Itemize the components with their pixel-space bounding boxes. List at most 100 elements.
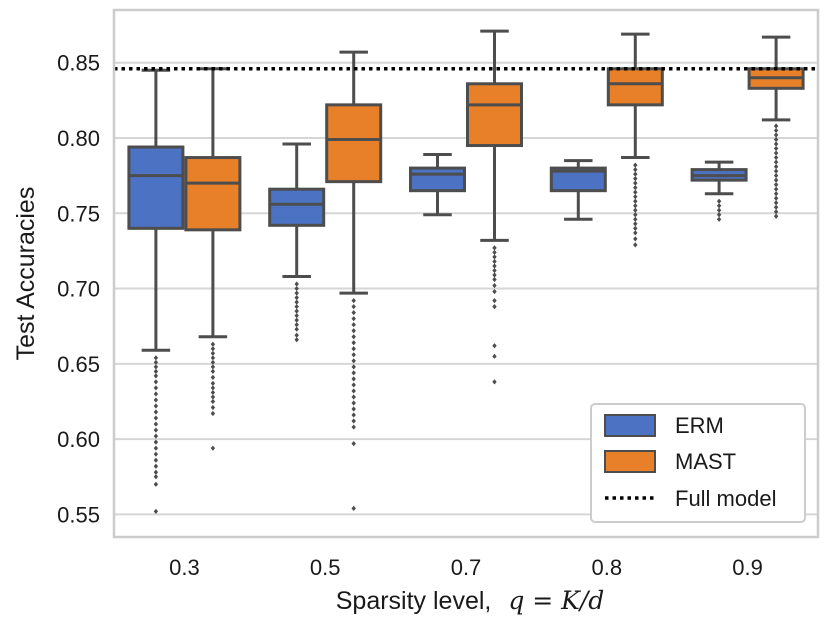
legend-swatch-mast: [604, 450, 656, 473]
x-axis-title-math: q = K/d: [508, 586, 604, 615]
outlier-point: [153, 439, 159, 445]
outlier-point: [633, 189, 638, 195]
outlier-point: [210, 389, 216, 396]
box-mast-0.5: [325, 50, 383, 511]
outlier-point: [633, 198, 638, 204]
outlier-point: [294, 322, 299, 328]
outlier-point: [351, 400, 356, 406]
y-tick-label: 0.70: [57, 277, 100, 302]
outlier-point: [294, 308, 299, 314]
outlier-point: [294, 313, 299, 319]
x-axis-title-text: Sparsity level,: [336, 587, 492, 615]
outlier-point: [773, 191, 779, 197]
outlier-point: [153, 463, 159, 469]
outlier-point: [210, 410, 216, 417]
outlier-point: [210, 368, 216, 374]
outlier-point: [492, 263, 497, 269]
outlier-point: [351, 298, 356, 304]
outlier-point: [294, 304, 299, 310]
outlier-point: [294, 290, 299, 296]
outlier-point: [210, 385, 216, 391]
outlier-point: [492, 343, 497, 349]
outlier-point: [210, 394, 216, 400]
outlier-point: [294, 281, 299, 287]
outlier-point: [351, 382, 356, 388]
box-mast-0.9: [747, 35, 805, 219]
outlier-point: [153, 379, 159, 385]
outlier-point: [633, 236, 638, 242]
outlier-point: [492, 254, 497, 260]
legend-label-mast: MAST: [675, 449, 736, 474]
outlier-point: [492, 245, 497, 251]
outlier-point: [633, 162, 638, 168]
outlier-point: [773, 163, 779, 170]
box-erm-0.9: [690, 160, 748, 222]
outlier-point: [492, 272, 497, 278]
y-tick-label: 0.75: [57, 201, 100, 226]
outlier-point: [153, 421, 159, 427]
outlier-point: [153, 433, 159, 439]
outlier-point: [633, 212, 638, 218]
outlier-point: [773, 145, 779, 152]
y-tick-label: 0.65: [57, 352, 100, 377]
outlier-point: [294, 317, 299, 323]
box-iqr: [127, 145, 185, 230]
box-erm-0.5: [268, 142, 326, 343]
outlier-point: [153, 481, 159, 487]
outlier-point: [773, 159, 779, 165]
x-tick-labels: 0.3 0.5 0.7 0.8 0.9: [169, 555, 763, 580]
outlier-point: [351, 340, 356, 346]
outlier-point: [153, 427, 159, 433]
box-erm-0.7: [409, 153, 466, 217]
outlier-point: [716, 207, 722, 213]
outlier-point: [153, 409, 159, 415]
box-erm-0.8: [549, 159, 607, 221]
outlier-point: [351, 388, 356, 394]
outlier-point: [294, 294, 299, 301]
outlier-point: [294, 299, 299, 305]
outlier-point: [153, 474, 159, 480]
outlier-point: [153, 359, 159, 365]
outlier-point: [351, 376, 356, 382]
outlier-point: [210, 374, 216, 380]
box-iqr: [184, 156, 242, 232]
outlier-point: [351, 424, 356, 430]
y-tick-labels: 0.55 0.60 0.65 0.70 0.75 0.80 0.85: [57, 51, 100, 528]
outlier-point: [294, 337, 299, 343]
outlier-point: [210, 380, 216, 387]
outlier-point: [153, 415, 159, 421]
legend-label-full-model: Full model: [675, 486, 776, 511]
x-tick-label: 0.5: [310, 555, 341, 580]
outlier-point: [153, 355, 159, 361]
outlier-point: [773, 177, 779, 183]
outlier-point: [351, 406, 356, 412]
outlier-point: [294, 332, 299, 338]
outlier-point: [492, 276, 497, 283]
outlier-point: [210, 445, 216, 451]
outlier-point: [351, 418, 356, 424]
outlier-point: [773, 141, 779, 147]
outlier-point: [294, 285, 299, 292]
legend: ERM MAST Full model: [590, 403, 806, 523]
outlier-point: [153, 457, 159, 463]
outlier-point: [153, 508, 159, 515]
outlier-point: [351, 352, 356, 358]
outlier-point: [773, 209, 779, 215]
outlier-point: [210, 404, 216, 411]
outlier-point: [153, 397, 159, 403]
outlier-point: [773, 182, 779, 188]
outlier-point: [773, 168, 779, 174]
outlier-point: [773, 213, 779, 219]
outlier-point: [351, 505, 356, 511]
outlier-point: [773, 123, 779, 129]
boxes: [127, 29, 805, 515]
box-iqr: [549, 166, 607, 193]
outlier-point: [633, 225, 638, 231]
outlier-point: [633, 194, 638, 200]
x-tick-label: 0.9: [732, 555, 763, 580]
outlier-point: [210, 341, 216, 347]
outlier-point: [210, 359, 216, 365]
outlier-point: [492, 258, 497, 265]
outlier-point: [492, 249, 497, 256]
outlier-point: [153, 364, 159, 370]
